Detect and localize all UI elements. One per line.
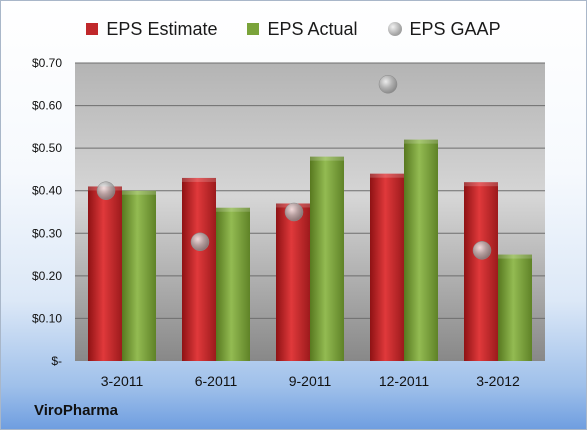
x-tick-label: 3-2011: [101, 373, 144, 389]
x-tick-label: 12-2011: [379, 373, 430, 389]
legend-swatch-eps-estimate: [86, 23, 99, 35]
bar-eps-estimate: [88, 186, 122, 361]
y-tick-label: $0.60: [32, 99, 62, 113]
point-eps-gaap: [284, 202, 304, 222]
point-eps-gaap: [472, 241, 492, 260]
legend: EPS Estimate EPS Actual EPS GAAP: [1, 17, 586, 41]
bar-eps-actual: [310, 156, 344, 361]
point-eps-gaap: [190, 232, 210, 252]
legend-label-eps-gaap: EPS GAAP: [409, 18, 501, 39]
legend-swatch-eps-actual: [247, 23, 260, 35]
legend-swatch-eps-gaap: [387, 22, 402, 36]
y-tick-label: $-: [51, 354, 62, 368]
y-tick-label: $0.40: [32, 184, 62, 198]
bar-eps-actual-top: [404, 139, 438, 144]
bar-eps-estimate: [182, 177, 216, 361]
legend-item-eps-actual: EPS Actual: [247, 18, 358, 40]
y-tick-label: $0.20: [32, 269, 62, 283]
legend-item-eps-gaap: EPS GAAP: [387, 18, 501, 40]
x-tick-label: 9-2011: [289, 373, 332, 389]
company-name: ViroPharma: [34, 402, 118, 419]
legend-item-eps-estimate: EPS Estimate: [86, 19, 217, 40]
x-tick-label: 3-2012: [476, 373, 520, 389]
legend-label-eps-estimate: EPS Estimate: [106, 18, 218, 39]
bar-eps-estimate: [370, 173, 404, 361]
y-tick-label: $0.10: [32, 311, 62, 325]
bar-eps-actual: [122, 190, 156, 361]
bar-eps-actual-top: [498, 254, 532, 259]
bar-eps-estimate: [276, 203, 310, 361]
bar-eps-actual-top: [122, 190, 156, 195]
bar-eps-actual: [404, 139, 438, 361]
y-tick-label: $0.70: [32, 56, 62, 70]
bar-eps-actual-top: [216, 207, 250, 212]
x-tick-label: 6-2011: [195, 373, 238, 389]
point-eps-gaap: [378, 75, 398, 94]
bar-eps-estimate: [464, 182, 498, 361]
y-tick-label: $0.50: [32, 141, 62, 155]
y-axis-tick-labels: $- $0.10 $0.20 $0.30 $0.40 $0.50 $0.60 $0.70: [32, 56, 62, 368]
legend-label-eps-actual: EPS Actual: [267, 18, 358, 39]
bar-eps-estimate-top: [370, 173, 404, 178]
x-axis-tick-labels: 3-2011 6-2011 9-2011 12-2011 3-2012: [101, 373, 520, 389]
bars: [88, 139, 532, 361]
bar-eps-estimate-top: [182, 177, 216, 182]
gaap-points: [96, 75, 492, 260]
y-tick-label: $0.30: [32, 226, 62, 240]
point-eps-gaap: [96, 181, 116, 200]
bar-eps-actual: [216, 207, 250, 361]
bar-eps-actual-top: [310, 156, 344, 161]
bar-eps-estimate-top: [464, 182, 498, 187]
bar-eps-actual: [498, 254, 532, 361]
